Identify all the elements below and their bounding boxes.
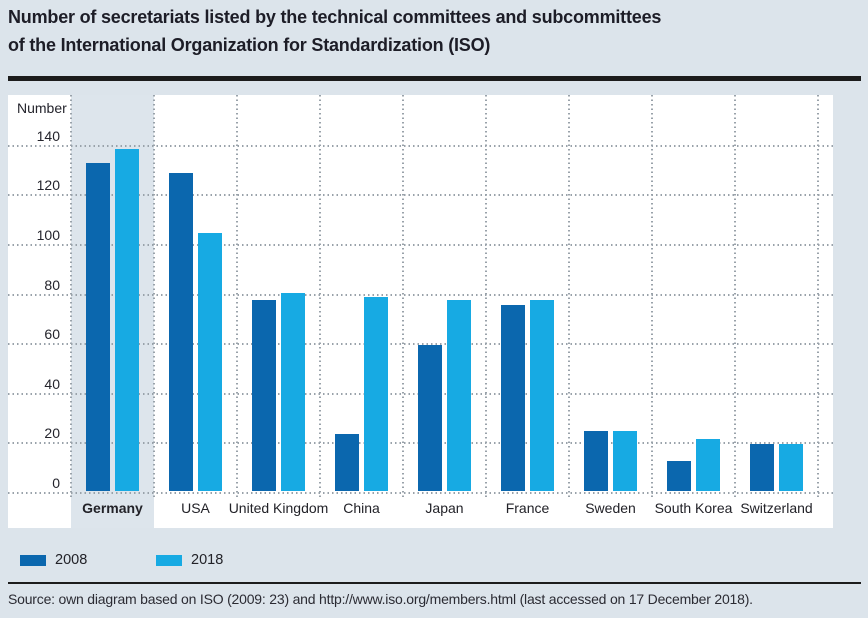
bar-japan-2008	[418, 344, 442, 491]
x-axis-label-south-korea: South Korea	[654, 500, 733, 516]
bar-france-2018	[530, 299, 554, 491]
x-axis-label-switzerland: Switzerland	[740, 500, 813, 516]
x-axis-label-japan: Japan	[425, 500, 464, 516]
bar-sweden-2008	[584, 431, 608, 491]
bar-united-kingdom-2018	[281, 292, 305, 491]
gridline-x-8	[734, 95, 736, 497]
bar-united-kingdom-2008	[252, 299, 276, 491]
gridline-y-80	[8, 293, 833, 296]
gridline-x-1	[153, 95, 155, 497]
bar-germany-2008	[86, 163, 110, 491]
y-tick-label: 20	[44, 425, 60, 442]
gridline-x-3	[319, 95, 321, 497]
x-axis-label-france: France	[505, 500, 550, 516]
figure-title-line-1: Number of secretariats listed by the tec…	[8, 7, 662, 27]
bar-switzerland-2018	[779, 443, 803, 491]
figure-title-line-2: of the International Organization for St…	[8, 35, 491, 55]
y-tick-label: 100	[36, 226, 60, 243]
y-tick-label: 40	[44, 375, 60, 392]
gridline-y-140	[8, 144, 833, 147]
bar-france-2008	[501, 304, 525, 491]
y-tick-label: 120	[36, 177, 60, 194]
bar-south-korea-2008	[667, 461, 691, 491]
source-note: Source: own diagram based on ISO (2009: …	[8, 591, 753, 607]
gridline-y-100	[8, 243, 833, 246]
gridline-x-0	[70, 95, 72, 497]
bar-china-2018	[364, 297, 388, 491]
bar-south-korea-2018	[696, 438, 720, 491]
bar-switzerland-2008	[750, 443, 774, 491]
legend-label-2018: 2018	[191, 552, 224, 568]
legend-item-2018: 2018	[156, 551, 223, 569]
gridline-x-6	[568, 95, 570, 497]
bar-germany-2018	[115, 148, 139, 491]
gridline-x-4	[402, 95, 404, 497]
bar-japan-2018	[447, 299, 471, 491]
gridline-y-60	[8, 343, 833, 346]
bar-sweden-2018	[613, 431, 637, 491]
plot-area: Number 0 20 40 60 80 100 120 140 Germany USA Unite…	[8, 95, 833, 528]
gridline-x-9	[817, 95, 819, 497]
gridline-x-2	[236, 95, 238, 497]
figure-title: Number of secretariats listed by the tec…	[8, 3, 853, 59]
x-axis-label-china: China	[343, 500, 380, 516]
x-axis-label-usa: USA	[181, 500, 210, 516]
y-tick-label: 80	[44, 276, 60, 293]
legend: 2008 2018	[0, 548, 868, 574]
y-tick-label: 140	[36, 127, 60, 144]
legend-swatch-2018	[156, 554, 182, 566]
highlight-column-germany	[71, 95, 154, 528]
x-axis-label-germany: Germany	[82, 500, 143, 516]
legend-item-2008: 2008	[20, 551, 87, 569]
x-axis-label-sweden: Sweden	[585, 500, 636, 516]
gridline-y-0	[8, 492, 833, 494]
bar-usa-2008	[169, 173, 193, 491]
source-divider-rule	[8, 582, 861, 584]
y-tick-label: 0	[52, 475, 60, 491]
title-divider-rule	[8, 76, 861, 81]
bar-usa-2018	[198, 232, 222, 491]
y-tick-label: 60	[44, 326, 60, 343]
y-axis-title: Number	[17, 100, 67, 116]
bar-china-2008	[335, 433, 359, 491]
x-axis-label-united-kingdom: United Kingdom	[228, 500, 329, 516]
legend-label-2008: 2008	[55, 552, 88, 568]
gridline-x-7	[651, 95, 653, 497]
gridline-x-5	[485, 95, 487, 497]
legend-swatch-2008	[20, 554, 46, 566]
gridline-y-120	[8, 194, 833, 197]
